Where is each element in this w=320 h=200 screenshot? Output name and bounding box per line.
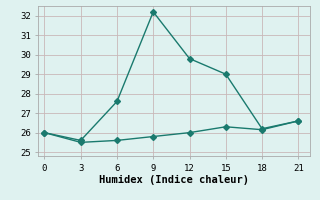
X-axis label: Humidex (Indice chaleur): Humidex (Indice chaleur) <box>100 175 249 185</box>
